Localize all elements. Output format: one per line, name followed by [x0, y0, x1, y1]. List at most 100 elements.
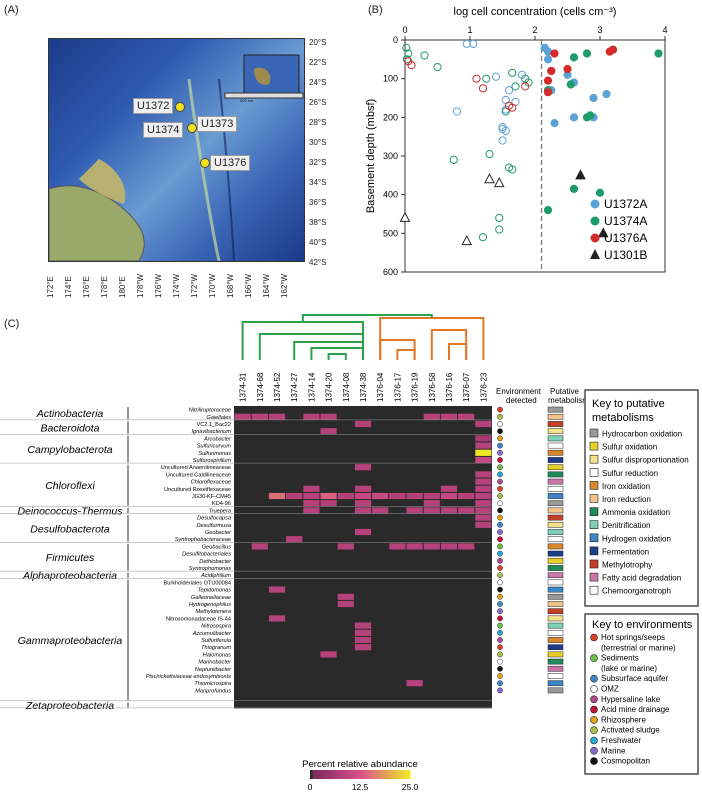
heatmap-cell — [286, 543, 303, 550]
metabolism-box — [547, 471, 564, 478]
heatmap-cell — [389, 478, 406, 485]
environment-dot — [497, 593, 503, 600]
heatmap-cell — [406, 672, 423, 680]
heatmap-cell — [234, 665, 251, 672]
heatmap-cell — [475, 492, 492, 500]
heatmap-cell — [475, 636, 492, 644]
heatmap-cell — [354, 672, 372, 680]
heatmap-cell — [475, 428, 492, 435]
heatmap-cell — [406, 557, 423, 564]
taxon-label: Uncultured Roseiflexaceae — [164, 487, 231, 493]
x-tick-label: 2 — [532, 25, 537, 35]
heatmap-cell — [320, 507, 337, 514]
heatmap-cell — [268, 694, 286, 701]
heatmap-cell — [372, 507, 389, 514]
heatmap-cell — [389, 413, 406, 420]
heatmap-cell — [251, 485, 268, 492]
heatmap-cell — [286, 420, 303, 428]
panel-a-label: (A) — [4, 4, 19, 16]
taxon-label: Sulfuricurvum — [197, 444, 232, 450]
heatmap-cell — [440, 428, 458, 435]
heatmap-cell — [354, 694, 372, 701]
heatmap-cell — [423, 536, 440, 543]
heatmap-cell — [475, 528, 492, 536]
heatmap-cell — [458, 406, 475, 413]
heatmap-cell — [389, 456, 406, 464]
heatmap-cell — [303, 478, 320, 485]
heatmap-cell — [389, 550, 406, 557]
heatmap-cell — [320, 672, 337, 680]
heatmap-cell — [372, 651, 389, 658]
heatmap-cell — [303, 536, 320, 543]
colorbar-segment — [340, 770, 343, 779]
heatmap-cell — [251, 500, 268, 507]
lon-tick-label: 178°W — [136, 273, 145, 298]
heatmap-cell — [389, 557, 406, 564]
heatmap-cell — [337, 528, 354, 536]
legend-label: U1372A — [604, 197, 647, 211]
metabolism-swatch — [589, 481, 599, 490]
heatmap-cell — [458, 658, 475, 665]
heatmap-cell — [423, 694, 440, 701]
heatmap-cell — [389, 579, 406, 586]
colorbar-segment — [325, 770, 328, 779]
heatmap-cell — [389, 687, 406, 694]
heatmap-cell — [303, 608, 320, 615]
heatmap-cell — [440, 478, 458, 485]
heatmap-cell — [320, 449, 337, 456]
metabolism-swatch — [589, 507, 599, 516]
heatmap-cell — [320, 651, 337, 658]
heatmap-cell — [372, 521, 389, 528]
heatmap-cell — [234, 622, 251, 629]
taxon-label: Gaiellales — [206, 415, 231, 421]
new-zealand-north-island — [79, 159, 126, 204]
lat-tick-label: 30°S — [309, 138, 327, 147]
heatmap-cell — [372, 586, 389, 593]
heatmap-cell — [389, 600, 406, 608]
heatmap-cell — [286, 514, 303, 521]
metabolism-key-label: Ammonia oxidation — [602, 508, 670, 517]
environment-dot — [497, 608, 503, 615]
heatmap-cell — [337, 579, 354, 586]
heatmap-cell — [423, 644, 440, 651]
colorbar-tick-label: 0 — [308, 782, 313, 792]
heatmap-cell — [389, 636, 406, 644]
heatmap-cell — [475, 442, 492, 449]
heatmap-cell — [372, 672, 389, 680]
heatmap-cell — [354, 514, 372, 521]
heatmap-cell — [354, 442, 372, 449]
data-point — [521, 82, 530, 91]
sample-label: 1376-16 — [445, 372, 454, 402]
heatmap-cell — [440, 543, 458, 550]
heatmap-cell — [406, 485, 423, 492]
heatmap-cell — [389, 701, 406, 708]
heatmap-cell — [303, 550, 320, 557]
environment-dot — [497, 464, 503, 471]
heatmap-cell — [320, 687, 337, 694]
heatmap-cell — [303, 442, 320, 449]
heatmap-cell — [372, 658, 389, 665]
dendrogram-branch — [310, 347, 364, 360]
lon-tick-label: 172°W — [190, 273, 199, 298]
environment-dot — [497, 514, 503, 521]
colorbar-segment — [402, 770, 406, 779]
heatmap-cell — [286, 680, 303, 687]
heatmap-cell — [286, 644, 303, 651]
heatmap-cell — [251, 514, 268, 521]
heatmap-cell — [286, 500, 303, 507]
data-point — [569, 184, 579, 193]
heatmap-cell — [286, 478, 303, 485]
heatmap-cell — [320, 629, 337, 636]
phylum-label: Actinobacteria — [36, 408, 104, 420]
heatmap-cell — [303, 651, 320, 658]
heatmap-cell — [268, 550, 286, 557]
heatmap-cell — [337, 478, 354, 485]
heatmap-cell — [303, 600, 320, 608]
heatmap-cell — [354, 557, 372, 564]
heatmap-cell — [458, 672, 475, 680]
dendrogram-branch — [327, 353, 347, 360]
heatmap-cell — [354, 579, 372, 586]
environment-dot — [497, 622, 503, 629]
heatmap-cell — [234, 471, 251, 478]
heatmap-cell — [389, 694, 406, 701]
